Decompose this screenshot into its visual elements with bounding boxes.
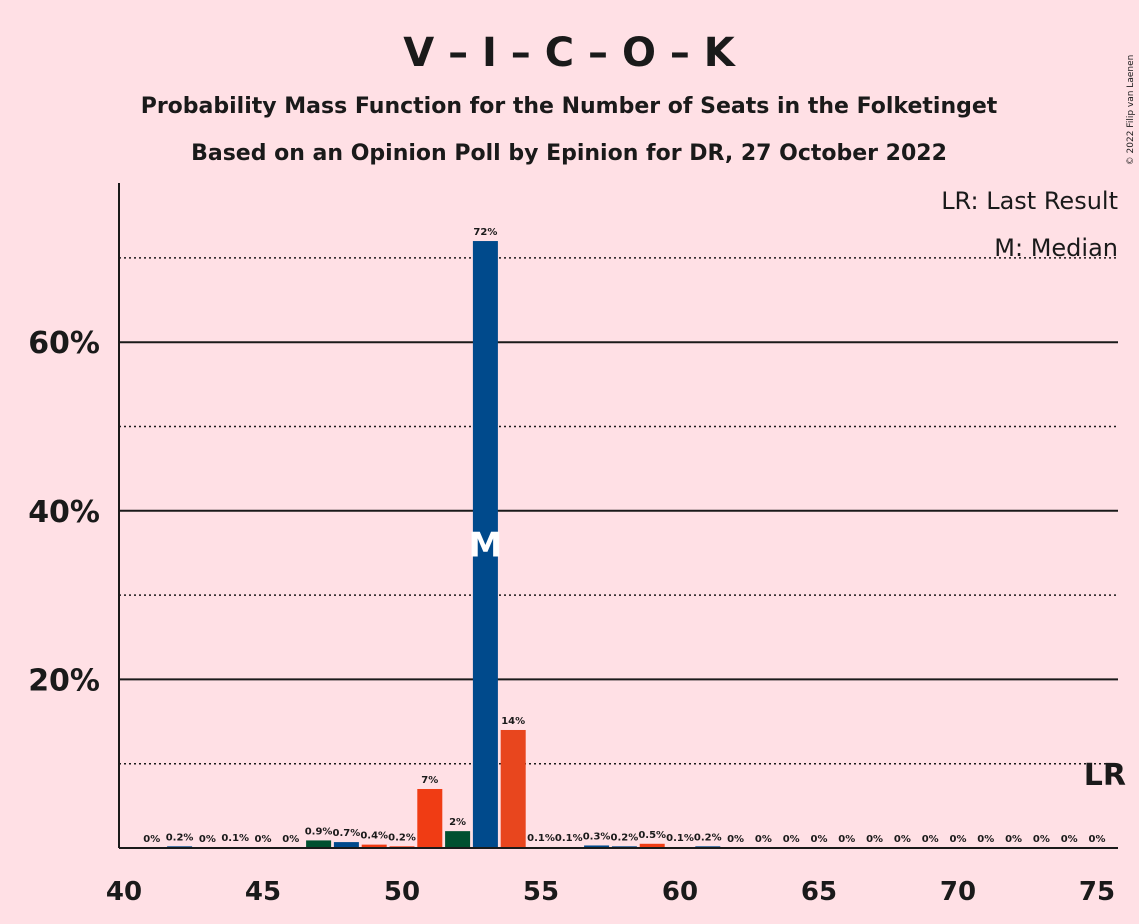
x-tick-label: 45 (245, 877, 281, 907)
bar-label-seat-47: 0.9% (305, 826, 333, 837)
bar-seat-53 (472, 241, 498, 849)
legend-median: M: Median (994, 234, 1118, 262)
median-marker: M (468, 526, 502, 566)
y-tick-label: 20% (28, 663, 100, 698)
bar-label-seat-66: 0% (838, 834, 855, 845)
x-tick-label: 75 (1079, 877, 1115, 907)
bar-label-seat-53: 72% (473, 227, 497, 238)
bar-label-seat-69: 0% (922, 834, 939, 845)
bar-label-seat-54: 14% (501, 716, 525, 727)
bar-label-seat-57: 0.3% (583, 831, 611, 842)
bar-label-seat-63: 0% (755, 834, 772, 845)
bar-label-seat-75: 0% (1089, 834, 1106, 845)
bar-label-seat-65: 0% (811, 834, 828, 845)
x-tick-label: 40 (106, 877, 142, 907)
bar-label-seat-59: 0.5% (638, 830, 666, 841)
bar-label-seat-60: 0.1% (666, 833, 694, 844)
bar-label-seat-50: 0.2% (388, 832, 416, 843)
bar-label-seat-71: 0% (977, 834, 994, 845)
bar-label-seat-64: 0% (783, 834, 800, 845)
bar-label-seat-41: 0% (143, 834, 160, 845)
bar-seat-49 (361, 844, 387, 848)
bar-label-seat-46: 0% (282, 834, 299, 845)
bar-seat-54 (500, 729, 526, 848)
bar-seat-48 (333, 842, 359, 848)
bar-seat-47 (306, 840, 332, 848)
bar-label-seat-55: 0.1% (527, 833, 555, 844)
y-tick-label: 60% (28, 326, 100, 361)
bar-seat-52 (445, 831, 471, 848)
bar-labels: 0% 0.2% 0% 0.1% 0% 0%0.9% 0.7% 0.4% 0.2%7%2%72%1… (143, 227, 1105, 845)
bar-label-seat-49: 0.4% (360, 831, 388, 842)
bar-label-seat-62: 0% (727, 834, 744, 845)
grid-lines (119, 257, 1118, 765)
bar-label-seat-61: 0.2% (694, 832, 722, 843)
bar-label-seat-73: 0% (1033, 834, 1050, 845)
bar-label-seat-70: 0% (950, 834, 967, 845)
bar-label-seat-68: 0% (894, 834, 911, 845)
legend-last-result: LR: Last Result (941, 187, 1118, 215)
bar-label-seat-67: 0% (866, 834, 883, 845)
y-tick-labels: 20% 40% 60% (28, 326, 100, 698)
chart-subtitle-line-1: Probability Mass Function for the Number… (141, 94, 998, 119)
x-tick-label: 55 (523, 877, 559, 907)
chart-title: V – I – C – O – K (403, 30, 737, 76)
last-result-marker: LR (1084, 758, 1126, 793)
bar-label-seat-45: 0% (255, 834, 272, 845)
bar-seat-59 (639, 843, 665, 848)
bar-seat-51 (417, 788, 443, 848)
bar-seat-57 (584, 845, 610, 848)
y-tick-label: 40% (28, 495, 100, 530)
bar-label-seat-43: 0% (199, 834, 216, 845)
x-tick-label: 70 (940, 877, 976, 907)
x-tick-labels: 40 45 50 55 60 65 70 75 (106, 877, 1115, 907)
bar-label-seat-44: 0.1% (221, 833, 249, 844)
bar-label-seat-48: 0.7% (333, 828, 361, 839)
bar-label-seat-42: 0.2% (166, 832, 194, 843)
bar-label-seat-51: 7% (421, 775, 438, 786)
bar-label-seat-56: 0.1% (555, 833, 583, 844)
bar-label-seat-74: 0% (1061, 834, 1078, 845)
x-tick-label: 65 (801, 877, 837, 907)
x-tick-label: 60 (662, 877, 698, 907)
bars (167, 241, 721, 849)
x-tick-label: 50 (384, 877, 420, 907)
bar-label-seat-58: 0.2% (611, 832, 639, 843)
bar-label-seat-72: 0% (1005, 834, 1022, 845)
chart-subtitle-line-2: Based on an Opinion Poll by Epinion for … (191, 141, 947, 166)
bar-label-seat-52: 2% (449, 817, 466, 828)
copyright-note: © 2022 Filip van Laenen (1126, 55, 1136, 166)
